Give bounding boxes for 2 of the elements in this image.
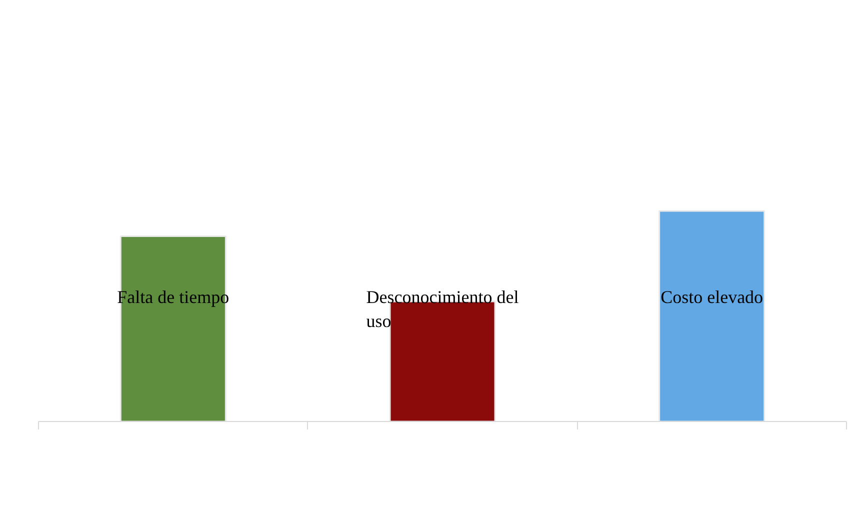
x-tick-label: Costo elevado: [660, 286, 764, 307]
x-tick-label: Desconocimiento del uso: [366, 286, 519, 331]
